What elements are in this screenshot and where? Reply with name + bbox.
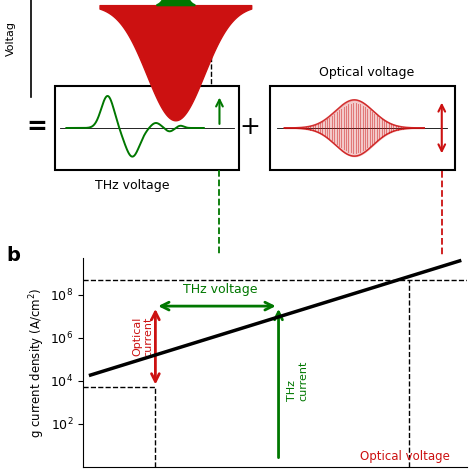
Bar [270, 86, 455, 170]
Bar [55, 86, 239, 170]
Text: Optical
current: Optical current [132, 316, 154, 356]
Text: Optical voltage: Optical voltage [319, 66, 414, 79]
Text: +: + [240, 115, 261, 139]
Text: b: b [6, 246, 20, 265]
Text: THz
current: THz current [286, 361, 308, 401]
Text: =: = [26, 115, 47, 139]
Text: THz voltage: THz voltage [183, 283, 258, 297]
Y-axis label: g current density (A/cm$^2$): g current density (A/cm$^2$) [28, 287, 47, 438]
Text: THz voltage: THz voltage [95, 179, 169, 192]
Text: Voltag: Voltag [5, 21, 16, 56]
Text: Optical voltage: Optical voltage [360, 450, 450, 463]
